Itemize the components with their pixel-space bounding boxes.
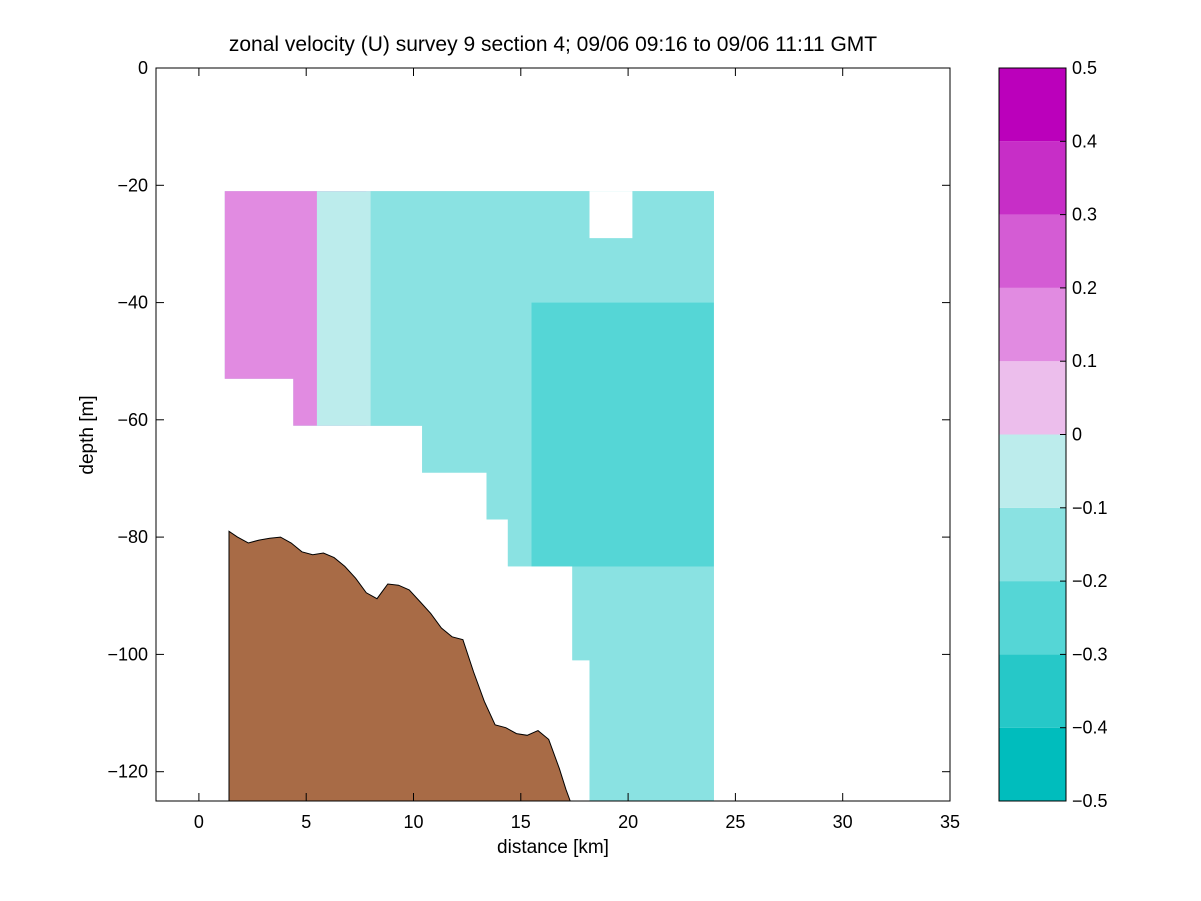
colorbar-band	[999, 727, 1066, 801]
velocity-region-negative-0.2-to-0.3	[531, 302, 714, 567]
y-axis-title: depth [m]	[77, 395, 98, 474]
y-tick-label: −20	[117, 175, 148, 195]
x-tick-label: 0	[194, 812, 204, 832]
y-tick-label: −80	[117, 527, 148, 547]
y-tick-label: −100	[107, 644, 148, 664]
colorbar-tick-label: −0.2	[1072, 571, 1108, 591]
plot-frame	[155, 67, 951, 802]
bathymetry-fill	[228, 530, 571, 802]
colorbar-band	[999, 214, 1066, 288]
x-axis: 0 5 10 15 20 25 30 35	[194, 68, 960, 832]
x-tick-label: 5	[301, 812, 311, 832]
colorbar-band	[999, 581, 1066, 655]
x-tick-label: 30	[833, 812, 853, 832]
x-tick-label: 15	[511, 812, 531, 832]
data-gap	[589, 191, 633, 239]
x-tick-label: 20	[618, 812, 638, 832]
colorbar-band	[999, 507, 1066, 582]
colorbar-tick-label: 0.1	[1072, 351, 1097, 371]
y-tick-label: −60	[117, 410, 148, 430]
colorbar: −0.5 −0.4 −0.3 −0.2 −0.1 0 0.1 0.2 0.3 0.4 0.5	[998, 58, 1108, 811]
colorbar-tick-label: −0.1	[1072, 498, 1108, 518]
colorbar-tick-label: −0.4	[1072, 718, 1108, 738]
y-tick-label: −40	[117, 293, 148, 313]
x-axis-title: distance [km]	[497, 837, 609, 858]
colorbar-tick-label: −0.3	[1072, 644, 1108, 664]
colorbar-tick-label: 0.4	[1072, 131, 1097, 151]
colorbar-band	[999, 361, 1066, 435]
colorbar-band	[999, 654, 1066, 728]
colorbar-tick-label: 0	[1072, 425, 1082, 445]
colorbar-band	[999, 287, 1066, 362]
colorbar-tick-label: 0.3	[1072, 205, 1097, 225]
colorbar-band	[999, 141, 1066, 215]
x-tick-label: 10	[403, 812, 423, 832]
y-axis: 0 −20 −40 −60 −80 −100 −120	[107, 58, 950, 782]
x-tick-label: 25	[725, 812, 745, 832]
y-tick-label: 0	[138, 58, 148, 78]
chart-title: zonal velocity (U) survey 9 section 4; 0…	[229, 33, 877, 56]
colorbar-band	[999, 68, 1066, 142]
y-tick-label: −120	[107, 762, 148, 782]
x-tick-label: 35	[940, 812, 960, 832]
colorbar-band	[999, 434, 1066, 508]
colorbar-tick-label: −0.5	[1072, 791, 1108, 811]
colorbar-tick-label: 0.5	[1072, 58, 1097, 78]
colorbar-tick-label: 0.2	[1072, 278, 1097, 298]
